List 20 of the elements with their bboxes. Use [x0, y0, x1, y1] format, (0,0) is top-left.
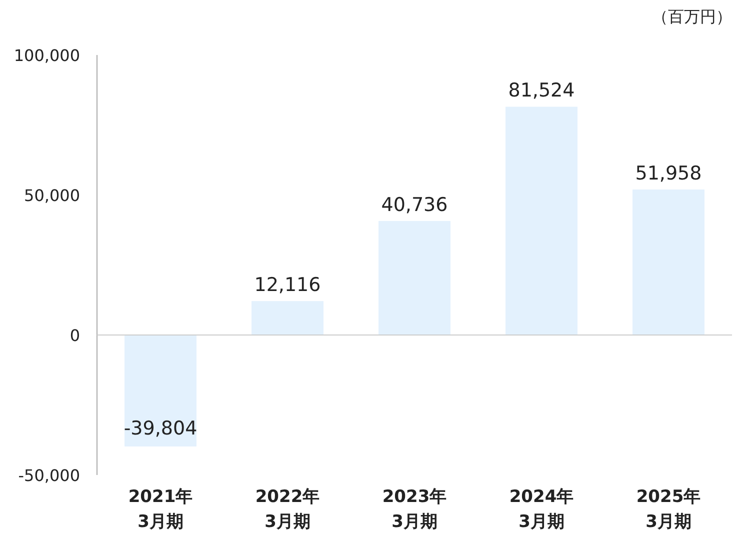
data-label: 51,958	[635, 162, 702, 185]
bar	[378, 220, 450, 335]
bar	[124, 335, 196, 446]
x-tick-label: 2023年 3月期	[382, 487, 447, 532]
x-tick-label: 2021年 3月期	[128, 487, 193, 532]
data-label: 12,116	[254, 274, 321, 296]
y-axis-title: （百万円）	[652, 7, 732, 26]
bar	[252, 301, 324, 335]
y-tick-label: 50,000	[24, 186, 80, 205]
data-label: -39,804	[124, 417, 198, 440]
y-tick-label: 100,000	[14, 46, 80, 65]
y-tick-label: -50,000	[18, 466, 80, 485]
x-tick-label: 2022年 3月期	[255, 487, 320, 532]
bar	[506, 106, 578, 335]
data-label: 81,524	[508, 80, 575, 102]
x-tick-label: 2024年 3月期	[509, 487, 574, 532]
x-tick-label: 2025年 3月期	[636, 487, 701, 532]
bar	[632, 190, 704, 335]
data-label: 40,736	[381, 194, 448, 216]
y-tick-label: 0	[70, 326, 80, 345]
